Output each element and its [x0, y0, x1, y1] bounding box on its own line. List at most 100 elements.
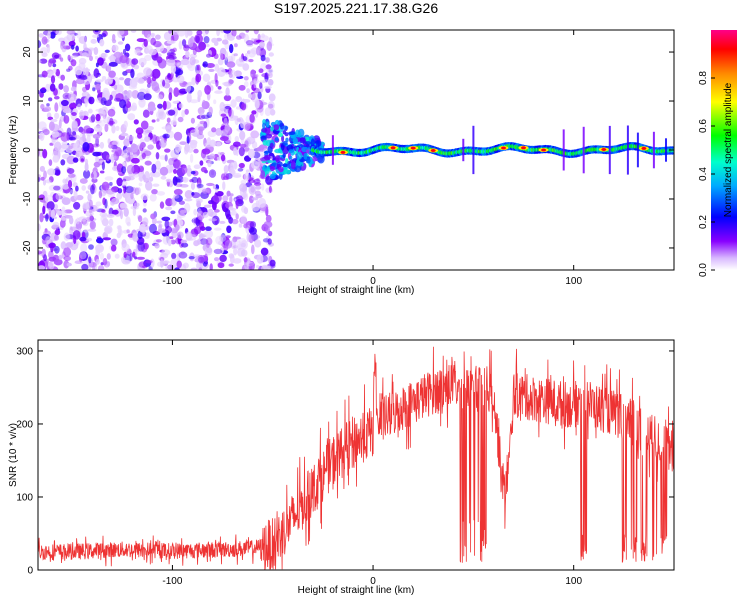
- noise-cell: [82, 202, 89, 212]
- noise-cell: [179, 209, 187, 214]
- noise-cell: [165, 225, 172, 234]
- noise-cell: [174, 267, 180, 270]
- noise-cell: [108, 218, 114, 227]
- noise-cell: [269, 259, 276, 267]
- vertical-streak: [652, 131, 655, 169]
- noise-cell: [248, 58, 254, 63]
- ridge-peak-core: [541, 148, 547, 152]
- transition-cell: [285, 137, 289, 143]
- noise-cell: [223, 117, 228, 126]
- noise-cell: [86, 133, 94, 137]
- noise-cell: [113, 97, 121, 102]
- transition-cell: [262, 139, 268, 146]
- noise-cell: [260, 247, 269, 256]
- noise-cell: [247, 49, 256, 58]
- noise-cell: [106, 253, 111, 260]
- vertical-streak: [582, 126, 585, 174]
- noise-cell: [99, 141, 105, 149]
- noise-cell: [95, 83, 101, 91]
- noise-cell: [220, 136, 229, 142]
- noise-cell: [264, 85, 272, 89]
- noise-cell: [206, 242, 210, 248]
- noise-cell: [85, 190, 90, 194]
- noise-cell: [226, 173, 230, 181]
- noise-cell: [90, 114, 96, 123]
- noise-cell: [253, 30, 259, 35]
- noise-cell: [126, 229, 130, 234]
- noise-cell: [214, 257, 220, 262]
- noise-cell: [170, 120, 178, 126]
- noise-cell: [121, 166, 127, 174]
- noise-cell: [195, 198, 203, 204]
- noise-cell: [197, 208, 202, 216]
- noise-cell: [49, 83, 56, 92]
- noise-cell: [233, 247, 238, 256]
- noise-cell: [255, 185, 262, 190]
- transition-cell: [282, 163, 289, 168]
- noise-cell: [173, 188, 183, 196]
- noise-cell: [132, 207, 137, 217]
- noise-cell: [138, 261, 147, 268]
- noise-cell: [203, 36, 210, 44]
- noise-cell: [101, 161, 105, 171]
- noise-cell: [119, 77, 125, 81]
- bottom-axis-ticks: -100 0 100 0 100 200 300: [16, 340, 674, 587]
- noise-cell: [93, 68, 100, 79]
- noise-cell: [73, 190, 78, 200]
- noise-cell: [95, 62, 99, 68]
- noise-cell: [222, 181, 226, 191]
- noise-cell: [195, 73, 202, 83]
- noise-cell: [88, 256, 92, 264]
- noise-cell: [54, 245, 60, 254]
- noise-cell: [150, 213, 156, 220]
- noise-cell: [145, 259, 153, 264]
- noise-cell: [104, 198, 108, 209]
- noise-cell: [165, 265, 171, 270]
- noise-cell: [157, 94, 164, 100]
- noise-cell: [151, 163, 157, 174]
- noise-cell: [202, 73, 211, 83]
- noise-cell: [61, 141, 68, 146]
- noise-cell: [124, 185, 134, 194]
- noise-cell: [117, 188, 123, 194]
- noise-cell: [131, 157, 140, 164]
- noise-cell: [239, 183, 248, 192]
- noise-cell: [184, 108, 189, 115]
- noise-cell: [215, 79, 219, 87]
- noise-cell: [173, 116, 177, 123]
- noise-cell: [263, 221, 273, 228]
- noise-cell: [201, 188, 210, 194]
- noise-cell: [228, 79, 234, 84]
- noise-cell: [95, 79, 104, 83]
- noise-cell: [147, 77, 152, 85]
- noise-cell: [161, 126, 171, 130]
- noise-cell: [48, 261, 55, 270]
- top-y-tick-label: 10: [22, 95, 33, 107]
- transition-cell: [289, 155, 293, 160]
- noise-cell: [205, 226, 212, 231]
- noise-cell: [107, 108, 116, 117]
- noise-cell: [84, 47, 89, 51]
- noise-cell: [63, 115, 70, 124]
- noise-cell: [50, 209, 56, 219]
- noise-cell: [127, 147, 133, 157]
- transition-cell: [282, 153, 286, 159]
- noise-cell: [240, 119, 245, 129]
- noise-cell: [229, 43, 234, 54]
- noise-cell: [153, 40, 162, 48]
- transition-cell: [267, 159, 273, 164]
- noise-cell: [199, 112, 205, 120]
- noise-cell: [104, 225, 113, 234]
- noise-cell: [138, 165, 145, 173]
- noise-cell: [136, 256, 145, 260]
- noise-cell: [147, 106, 157, 112]
- noise-cell: [94, 30, 99, 33]
- noise-cell: [230, 162, 235, 167]
- noise-cell: [47, 116, 54, 121]
- noise-cell: [158, 223, 163, 228]
- noise-cell: [54, 112, 60, 120]
- noise-cell: [49, 142, 54, 146]
- noise-cell: [108, 61, 118, 67]
- noise-cell: [38, 176, 41, 183]
- top-y-tick-label: 20: [22, 46, 33, 58]
